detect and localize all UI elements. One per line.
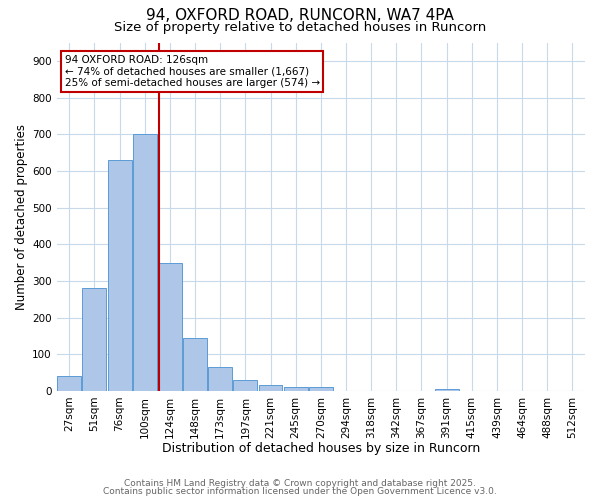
X-axis label: Distribution of detached houses by size in Runcorn: Distribution of detached houses by size … xyxy=(162,442,480,455)
Bar xyxy=(284,387,308,391)
Bar xyxy=(107,160,131,391)
Bar xyxy=(57,376,81,391)
Bar xyxy=(233,380,257,391)
Bar xyxy=(259,386,283,391)
Bar xyxy=(82,288,106,391)
Bar xyxy=(208,367,232,391)
Bar xyxy=(434,389,458,391)
Bar xyxy=(183,338,207,391)
Text: 94 OXFORD ROAD: 126sqm
← 74% of detached houses are smaller (1,667)
25% of semi-: 94 OXFORD ROAD: 126sqm ← 74% of detached… xyxy=(65,54,320,88)
Bar xyxy=(309,387,333,391)
Y-axis label: Number of detached properties: Number of detached properties xyxy=(15,124,28,310)
Bar xyxy=(158,262,182,391)
Bar xyxy=(133,134,157,391)
Text: Contains HM Land Registry data © Crown copyright and database right 2025.: Contains HM Land Registry data © Crown c… xyxy=(124,478,476,488)
Text: 94, OXFORD ROAD, RUNCORN, WA7 4PA: 94, OXFORD ROAD, RUNCORN, WA7 4PA xyxy=(146,8,454,22)
Text: Contains public sector information licensed under the Open Government Licence v3: Contains public sector information licen… xyxy=(103,487,497,496)
Text: Size of property relative to detached houses in Runcorn: Size of property relative to detached ho… xyxy=(114,21,486,34)
